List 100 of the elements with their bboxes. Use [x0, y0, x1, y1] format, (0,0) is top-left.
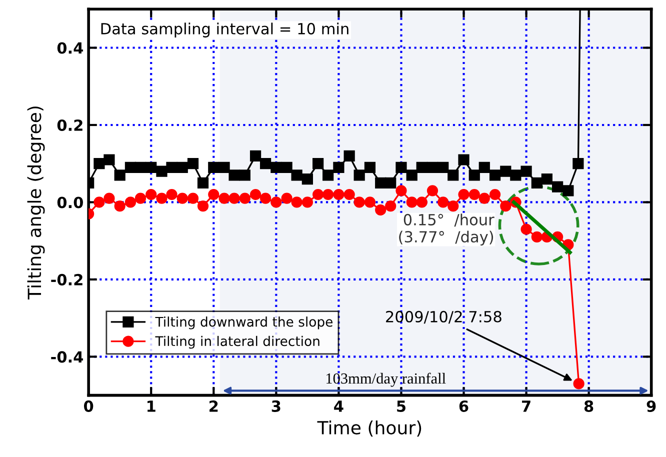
- point: [438, 162, 449, 174]
- point: [197, 200, 209, 212]
- point: [187, 158, 199, 170]
- point: [375, 204, 386, 216]
- point: [114, 170, 126, 181]
- point: [364, 162, 376, 174]
- point: [156, 192, 168, 204]
- point: [156, 166, 168, 177]
- x-tick-label: 8: [584, 400, 594, 412]
- point: [354, 170, 365, 181]
- point: [500, 166, 512, 177]
- point: [250, 188, 262, 200]
- point: [270, 196, 282, 208]
- annotation: 2009/10/2 7:58: [386, 310, 502, 324]
- point: [364, 196, 376, 208]
- point: [385, 200, 396, 212]
- point: [478, 192, 490, 204]
- point: [208, 188, 220, 200]
- point: [166, 188, 178, 200]
- point: [531, 177, 542, 188]
- point: [291, 170, 302, 181]
- point: [541, 173, 552, 185]
- point: [375, 177, 386, 188]
- point: [573, 378, 584, 390]
- point: [572, 158, 584, 170]
- point: [322, 170, 334, 181]
- band-label: 103mm/day rainfall: [326, 372, 446, 387]
- point: [312, 158, 324, 170]
- point: [458, 188, 470, 200]
- point: [438, 196, 449, 208]
- point: [302, 173, 313, 185]
- point: [270, 162, 282, 174]
- point: [239, 192, 250, 204]
- point: [322, 188, 334, 200]
- x-tick-label: 1: [148, 400, 156, 412]
- point: [478, 162, 490, 174]
- point: [552, 181, 564, 192]
- y-tick-label: -0.4: [51, 351, 84, 363]
- point: [426, 162, 438, 174]
- point: [448, 170, 459, 181]
- point: [406, 170, 418, 181]
- point: [197, 177, 209, 188]
- x-tick-label: 6: [459, 400, 468, 412]
- annotation: 0.15° /hour (3.77° /day): [399, 214, 494, 246]
- point: [416, 162, 428, 174]
- point: [94, 196, 105, 208]
- point: [385, 177, 396, 188]
- point: [302, 196, 313, 208]
- point: [333, 162, 344, 174]
- x-tick-label: 2: [210, 400, 218, 412]
- point: [396, 162, 407, 174]
- y-tick-label: 0.0: [57, 196, 83, 208]
- point: [291, 196, 302, 208]
- point: [176, 162, 188, 174]
- point: [468, 170, 480, 181]
- point: [281, 192, 292, 204]
- point: [520, 224, 532, 235]
- point: [94, 158, 105, 170]
- point: [468, 188, 480, 200]
- point: [228, 170, 240, 181]
- point: [228, 192, 240, 204]
- point: [354, 196, 365, 208]
- y-axis-title: Tilting angle (degree): [27, 106, 45, 300]
- point: [500, 200, 512, 212]
- point: [416, 196, 428, 208]
- point: [187, 192, 199, 204]
- point: [124, 162, 136, 174]
- point: [426, 185, 438, 196]
- point: [166, 162, 178, 174]
- point: [239, 170, 250, 181]
- x-axis-title: Time (hour): [317, 420, 422, 437]
- y-tick-label: 0.2: [57, 119, 82, 132]
- point: [218, 162, 230, 174]
- point: [218, 192, 230, 204]
- x-tick-label: 7: [522, 400, 530, 412]
- point: [489, 188, 501, 200]
- point: [176, 192, 188, 204]
- point: [333, 188, 344, 200]
- x-tick-label: 0: [84, 400, 94, 412]
- point: [531, 231, 542, 243]
- point: [448, 200, 459, 212]
- annotation: Data sampling interval = 10 min: [101, 22, 348, 38]
- x-tick-label: 5: [397, 400, 406, 412]
- point: [406, 196, 418, 208]
- y-tick-label: -0.2: [51, 274, 82, 286]
- legend-label: Tilting downward the slope: [155, 316, 332, 330]
- point: [114, 200, 126, 212]
- y-tick-label: 0.4: [57, 42, 84, 54]
- point: [134, 192, 146, 204]
- point: [124, 196, 136, 208]
- point: [344, 188, 355, 200]
- point: [520, 166, 532, 177]
- point: [260, 158, 272, 170]
- point: [104, 154, 115, 166]
- point: [562, 185, 574, 196]
- point: [510, 170, 522, 181]
- point: [104, 192, 115, 204]
- point: [146, 162, 157, 174]
- x-tick-label: 4: [334, 400, 344, 412]
- x-tick-label: 9: [646, 400, 656, 412]
